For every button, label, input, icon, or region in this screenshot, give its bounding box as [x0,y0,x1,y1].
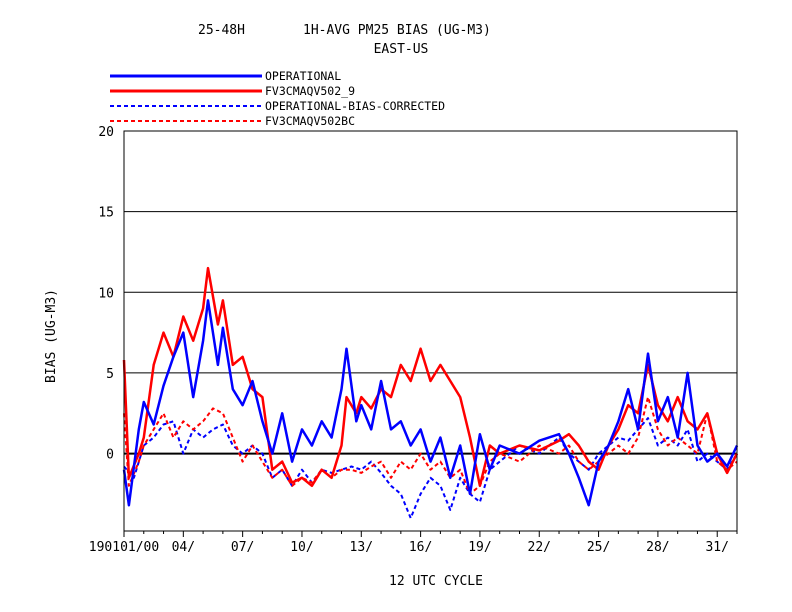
x-tick-label: 28/ [646,540,669,555]
y-tick-label: 0 [106,448,114,463]
legend-label: OPERATIONAL-BIAS-CORRECTED [265,99,445,113]
legend: OPERATIONALFV3CMAQV502_9OPERATIONAL-BIAS… [110,69,445,128]
y-tick-label: 15 [98,206,114,221]
series-line-operational [122,299,739,507]
x-tick-label: 19/ [468,540,491,555]
series-line-operational-bias-corrected [123,417,738,520]
series-line-fv3cmaqv502bc [123,396,738,495]
x-tick-label: 25/ [587,540,610,555]
x-axis: 190101/00 04/07/10/13/16/19/22/25/28/31/ [89,531,738,555]
x-tick-label: 07/ [231,540,254,555]
legend-label: OPERATIONAL [265,69,341,83]
y-tick-label: 5 [106,367,114,382]
plot-frame [123,130,738,532]
x-tick-label: 04/ [172,540,195,555]
chart-title-right: 1H-AVG PM25 BIAS (UG-M3) [303,23,491,38]
chart-subtitle: EAST-US [374,42,429,57]
x-tick-label: 13/ [350,540,373,555]
x-tick-label: 190101/00 [89,540,159,555]
y-axis-label: BIAS (UG-M3) [44,289,59,383]
x-tick-label: 10/ [290,540,313,555]
series-line-fv3cmaqv502-9 [122,266,739,488]
legend-label: FV3CMAQV502_9 [265,84,355,98]
chart-title-left: 25-48H [198,23,245,38]
x-axis-label: 12 UTC CYCLE [389,574,483,589]
y-tick-label: 20 [98,125,114,140]
y-tick-label: 10 [98,286,114,301]
x-tick-label: 22/ [528,540,551,555]
series-layer [122,266,739,520]
x-tick-label: 16/ [409,540,432,555]
y-axis: 20 15 10 5 0 [98,125,114,463]
x-tick-label: 31/ [705,540,728,555]
legend-label: FV3CMAQV502BC [265,114,355,128]
